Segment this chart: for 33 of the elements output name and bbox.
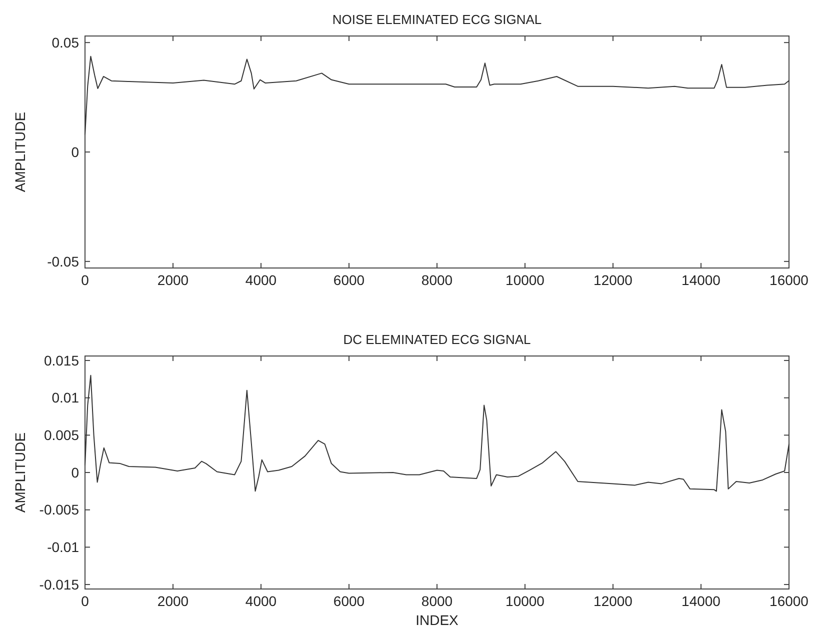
x-axis-title: INDEX (416, 612, 460, 628)
x-tick-label: 6000 (333, 272, 365, 288)
y-tick-label: -0.015 (39, 576, 80, 592)
x-tick-label: 8000 (421, 593, 453, 609)
x-tick-label: 16000 (770, 272, 809, 288)
y-tick-label: 0 (71, 464, 80, 480)
x-tick-label: 6000 (333, 593, 365, 609)
x-tick-label: 0 (81, 272, 90, 288)
y-tick-label: 0.05 (52, 34, 80, 50)
y-tick-label: -0.01 (47, 539, 80, 556)
y-axis-title: AMPLITUDE (12, 112, 28, 192)
x-tick-label: 0 (81, 593, 90, 609)
y-tick-label: 0.005 (44, 427, 80, 444)
x-tick-label: 10000 (506, 593, 545, 609)
chart-title: DC ELEMINATED ECG SIGNAL (343, 332, 531, 347)
y-axis-title: AMPLITUDE (12, 432, 28, 513)
y-tick-label: -0.05 (47, 253, 80, 270)
x-tick-label: 10000 (506, 272, 545, 288)
x-tick-label: 12000 (594, 272, 633, 288)
x-tick-label: 4000 (245, 272, 277, 288)
y-tick-label: 0 (71, 144, 80, 160)
x-tick-label: 4000 (245, 593, 277, 609)
x-tick-label: 12000 (594, 593, 633, 609)
chart-title: NOISE ELEMINATED ECG SIGNAL (332, 12, 542, 27)
x-tick-label: 2000 (157, 593, 189, 609)
x-tick-label: 16000 (770, 593, 809, 609)
y-tick-label: 0.01 (52, 390, 80, 406)
x-tick-label: 14000 (682, 593, 721, 609)
x-tick-label: 8000 (421, 272, 453, 288)
y-tick-label: 0.015 (44, 352, 80, 368)
x-tick-label: 2000 (157, 272, 189, 288)
x-tick-label: 14000 (682, 272, 721, 288)
y-tick-label: -0.005 (39, 502, 80, 518)
